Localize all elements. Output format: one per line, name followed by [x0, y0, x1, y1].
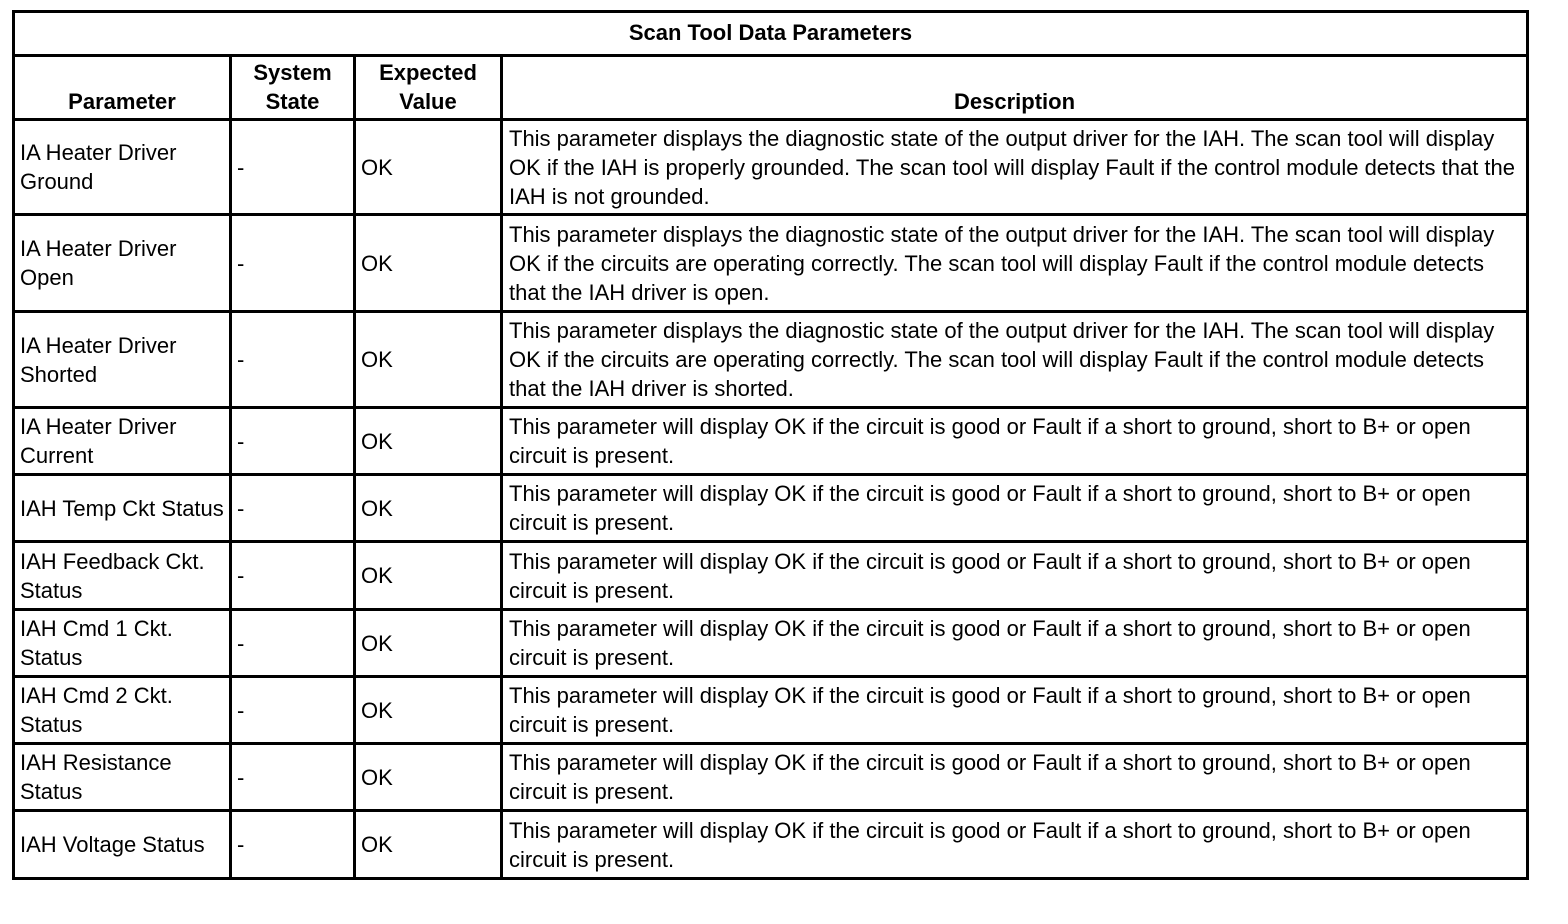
description-cell: This parameter will display OK if the ci… — [500, 540, 1529, 611]
expected-value-cell: OK — [353, 809, 503, 880]
system-state-cell: - — [229, 406, 356, 476]
parameter-cell: IA Heater Driver Ground — [12, 118, 232, 216]
table-title: Scan Tool Data Parameters — [12, 10, 1529, 57]
system-state-cell: - — [229, 742, 356, 812]
scan-tool-data-table: Scan Tool Data Parameters Parameter Syst… — [12, 10, 1529, 880]
parameter-cell: IAH Cmd 2 Ckt. Status — [12, 675, 232, 745]
header-system-state: System State — [229, 54, 356, 121]
table-row: IAH Voltage Status - OK This parameter will… — [12, 809, 1529, 880]
expected-value-cell: OK — [353, 406, 503, 476]
parameter-cell: IA Heater Driver Open — [12, 213, 232, 313]
description-cell: This parameter will display OK if the ci… — [500, 742, 1529, 812]
parameter-cell: IA Heater Driver Shorted — [12, 310, 232, 409]
expected-value-cell: OK — [353, 310, 503, 409]
system-state-cell: - — [229, 608, 356, 678]
system-state-cell: - — [229, 540, 356, 611]
system-state-cell: - — [229, 473, 356, 543]
parameter-cell: IAH Cmd 1 Ckt. Status — [12, 608, 232, 678]
expected-value-cell: OK — [353, 742, 503, 812]
parameter-cell: IAH Feedback Ckt. Status — [12, 540, 232, 611]
header-description: Description — [500, 54, 1529, 121]
table-row: IAH Temp Ckt Status - OK This parameter wil… — [12, 473, 1529, 543]
table-row: IAH Cmd 2 Ckt. Status - OK This parameter w… — [12, 675, 1529, 745]
description-cell: This parameter will display OK if the ci… — [500, 809, 1529, 880]
description-cell: This parameter displays the diagnostic s… — [500, 118, 1529, 216]
table-row: IA Heater Driver Ground - OK This parameter… — [12, 118, 1529, 216]
expected-value-cell: OK — [353, 118, 503, 216]
parameter-cell: IA Heater Driver Current — [12, 406, 232, 476]
header-expected-value: Expected Value — [353, 54, 503, 121]
description-cell: This parameter will display OK if the ci… — [500, 406, 1529, 476]
parameter-cell: IAH Temp Ckt Status — [12, 473, 232, 543]
table-row: IAH Feedback Ckt. Status - OK This paramete… — [12, 540, 1529, 611]
table-row: IAH Resistance Status - OK This parameter w… — [12, 742, 1529, 812]
table-row: IA Heater Driver Current - OK This paramete… — [12, 406, 1529, 476]
table-row: IA Heater Driver Shorted - OK This paramete… — [12, 310, 1529, 409]
table-row: IAH Cmd 1 Ckt. Status - OK This parameter w… — [12, 608, 1529, 678]
header-parameter: Parameter — [12, 54, 232, 121]
expected-value-cell: OK — [353, 540, 503, 611]
expected-value-cell: OK — [353, 213, 503, 313]
table-row: IA Heater Driver Open - OK This parameter d… — [12, 213, 1529, 313]
description-cell: This parameter displays the diagnostic s… — [500, 310, 1529, 409]
system-state-cell: - — [229, 675, 356, 745]
system-state-cell: - — [229, 310, 356, 409]
parameter-cell: IAH Voltage Status — [12, 809, 232, 880]
system-state-cell: - — [229, 809, 356, 880]
description-cell: This parameter will display OK if the ci… — [500, 675, 1529, 745]
expected-value-cell: OK — [353, 473, 503, 543]
parameter-cell: IAH Resistance Status — [12, 742, 232, 812]
expected-value-cell: OK — [353, 675, 503, 745]
expected-value-cell: OK — [353, 608, 503, 678]
description-cell: This parameter displays the diagnostic s… — [500, 213, 1529, 313]
system-state-cell: - — [229, 118, 356, 216]
system-state-cell: - — [229, 213, 356, 313]
description-cell: This parameter will display OK if the ci… — [500, 608, 1529, 678]
description-cell: This parameter will display OK if the ci… — [500, 473, 1529, 543]
